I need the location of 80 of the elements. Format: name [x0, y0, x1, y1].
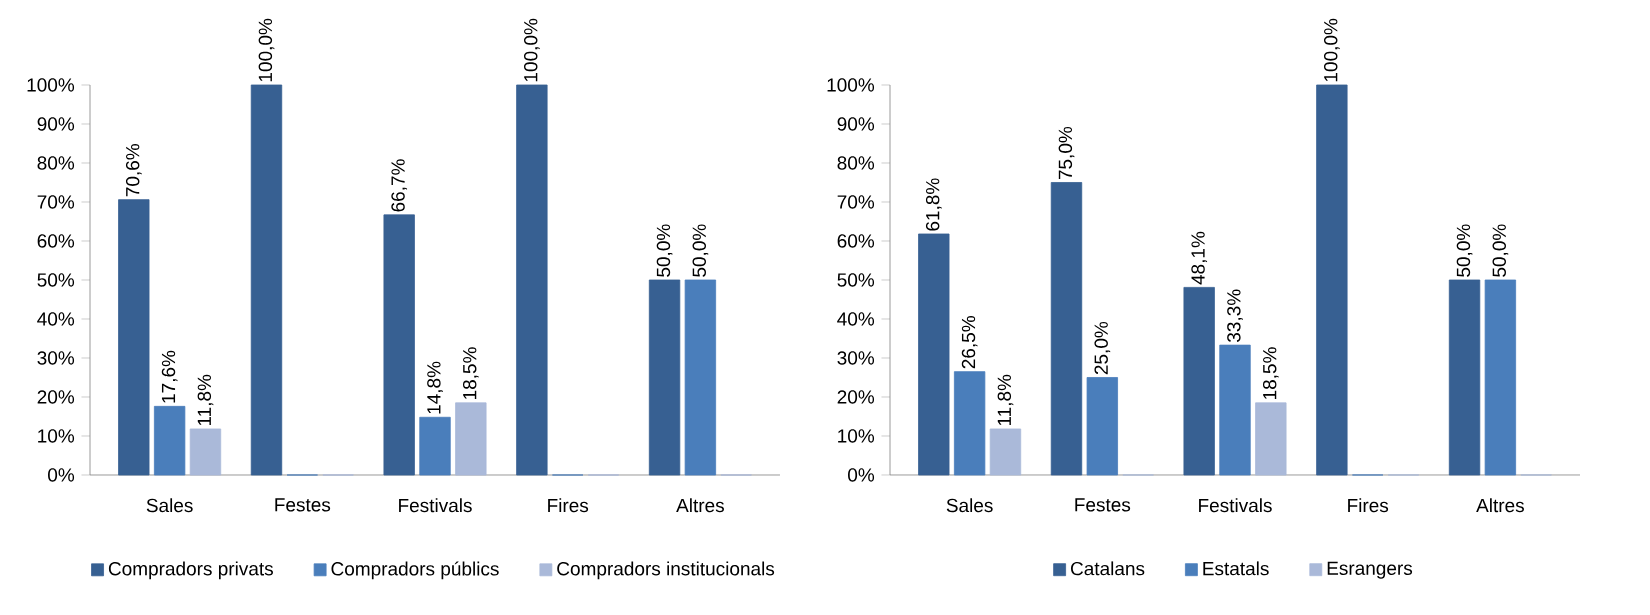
y-tick-label: 90%: [37, 117, 75, 131]
bar: [1484, 279, 1517, 476]
x-tick-label: Festes: [1075, 498, 1131, 512]
y-tick-label: 40%: [37, 312, 75, 326]
data-label: 25,0%: [1094, 321, 1111, 375]
y-tick-label: 30%: [837, 351, 875, 365]
data-label: 14,8%: [427, 361, 443, 414]
bar: [250, 84, 283, 476]
y-tick-label: 90%: [837, 117, 875, 131]
bar: [455, 402, 487, 476]
data-label: 26,5%: [961, 316, 978, 369]
data-label: 50,0%: [692, 224, 709, 277]
data-label: 33,3%: [1227, 289, 1243, 342]
data-label: 50,0%: [1492, 224, 1509, 277]
data-label: 50,0%: [1456, 224, 1473, 277]
legend-label: Compradors públics: [331, 561, 499, 580]
y-tick-label: 80%: [837, 156, 875, 170]
x-tick-label: Festivals: [399, 498, 472, 513]
bar: [153, 405, 186, 476]
data-label: 75,0%: [1058, 126, 1075, 180]
y-tick-label: 100%: [827, 78, 875, 92]
data-label: 61,8%: [925, 178, 942, 231]
y-tick-label: 50%: [837, 273, 875, 287]
x-tick-label: Altres: [676, 498, 724, 513]
y-tick-label: 80%: [37, 156, 75, 170]
legend-label: Esrangers: [1327, 561, 1413, 579]
x-tick-label: Festivals: [1199, 498, 1272, 513]
bar: [918, 233, 950, 476]
data-label: 17,6%: [161, 350, 178, 403]
bar: [989, 428, 1022, 476]
bar: [1050, 182, 1083, 476]
x-tick-label: Sales: [946, 498, 993, 513]
y-tick-label: 30%: [37, 351, 75, 365]
data-label: 66,7%: [391, 159, 408, 212]
bar: [1448, 279, 1481, 476]
bar: [516, 84, 548, 476]
data-label: 100,0%: [258, 18, 275, 82]
legend-label: Compradors privats: [108, 561, 273, 580]
bar: [1219, 344, 1251, 476]
x-tick-label: Altres: [1476, 498, 1524, 513]
y-tick-label: 100%: [27, 78, 75, 92]
data-label: 70,6%: [125, 144, 142, 197]
y-tick-label: 40%: [837, 312, 875, 326]
data-label: 100,0%: [1324, 18, 1340, 82]
bar: [1255, 402, 1287, 476]
y-tick-label: 0%: [848, 468, 875, 482]
y-tick-label: 0%: [48, 468, 75, 482]
legend-label: Catalans: [1070, 561, 1145, 576]
data-label: 11,8%: [997, 374, 1014, 426]
data-label: 18,5%: [462, 347, 479, 399]
y-tick-label: 10%: [838, 429, 875, 443]
legend-label: Estatals: [1203, 561, 1269, 576]
data-label: 18,5%: [1262, 347, 1279, 399]
y-tick-label: 60%: [837, 234, 875, 248]
x-tick-label: Fires: [548, 498, 589, 513]
bar: [419, 416, 451, 476]
y-tick-label: 60%: [37, 234, 75, 248]
bar: [684, 279, 717, 476]
y-tick-label: 70%: [37, 195, 75, 209]
y-tick-label: 20%: [37, 390, 75, 404]
bar: [1316, 84, 1348, 476]
x-tick-label: Fires: [1348, 498, 1389, 513]
x-tick-label: Festes: [275, 498, 331, 512]
bar: [648, 279, 681, 476]
data-label: 48,1%: [1191, 231, 1208, 285]
x-tick-label: Sales: [146, 498, 193, 513]
data-label: 11,8%: [197, 374, 214, 426]
bar: [189, 428, 222, 476]
y-tick-label: 10%: [38, 429, 75, 443]
data-label: 100,0%: [524, 18, 540, 82]
bar: [1183, 287, 1215, 476]
bar: [118, 199, 150, 476]
legend-label: Compradors institucionals: [557, 561, 775, 580]
bar: [383, 214, 415, 476]
y-tick-label: 50%: [37, 273, 75, 287]
y-tick-label: 70%: [837, 195, 875, 209]
y-tick-label: 20%: [837, 390, 875, 404]
bar: [1086, 377, 1118, 476]
data-label: 50,0%: [656, 224, 673, 277]
bar: [953, 371, 986, 476]
